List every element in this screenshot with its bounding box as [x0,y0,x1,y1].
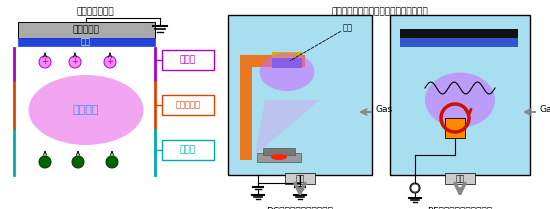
FancyBboxPatch shape [18,38,155,46]
FancyBboxPatch shape [285,173,315,184]
Text: 排気: 排気 [295,175,305,184]
FancyBboxPatch shape [228,15,372,175]
FancyBboxPatch shape [272,58,302,68]
Circle shape [72,156,84,168]
FancyBboxPatch shape [162,95,214,115]
FancyBboxPatch shape [445,173,475,184]
Circle shape [39,156,51,168]
Text: +: + [107,57,113,66]
FancyBboxPatch shape [390,15,530,175]
FancyBboxPatch shape [263,148,295,155]
FancyBboxPatch shape [240,55,305,67]
FancyBboxPatch shape [162,140,214,160]
Text: 蒸発部: 蒸発部 [180,145,196,154]
Polygon shape [255,100,320,155]
Text: 基板: 基板 [343,23,353,33]
Text: 排気: 排気 [455,175,465,184]
Text: RFイオンプレーティング: RFイオンプレーティング [427,206,493,209]
Ellipse shape [29,75,144,145]
Text: 加速部: 加速部 [180,56,196,65]
Text: 基板ホルダ: 基板ホルダ [73,25,100,34]
Text: DCイオンプレーティング: DCイオンプレーティング [267,206,333,209]
Text: （イオンプレーティング装置の概略図）: （イオンプレーティング装置の概略図） [332,7,428,16]
Ellipse shape [260,53,315,91]
Text: Gas: Gas [376,104,393,113]
FancyBboxPatch shape [257,153,301,162]
FancyBboxPatch shape [240,55,252,160]
Circle shape [104,56,116,68]
Text: プラズマ: プラズマ [73,105,99,115]
Text: （成膜の過程）: （成膜の過程） [76,7,114,16]
Text: +: + [72,57,79,66]
Text: Gas: Gas [540,104,550,113]
FancyBboxPatch shape [272,52,302,60]
Circle shape [69,56,81,68]
Text: 基板: 基板 [81,37,91,46]
FancyBboxPatch shape [445,118,465,138]
Circle shape [39,56,51,68]
Ellipse shape [271,154,287,160]
FancyBboxPatch shape [400,38,518,47]
FancyBboxPatch shape [400,29,518,38]
Circle shape [106,156,118,168]
FancyBboxPatch shape [162,50,214,70]
Ellipse shape [425,73,495,127]
Text: イオン化部: イオン化部 [175,101,201,110]
Text: +: + [42,57,48,66]
FancyBboxPatch shape [18,22,155,38]
